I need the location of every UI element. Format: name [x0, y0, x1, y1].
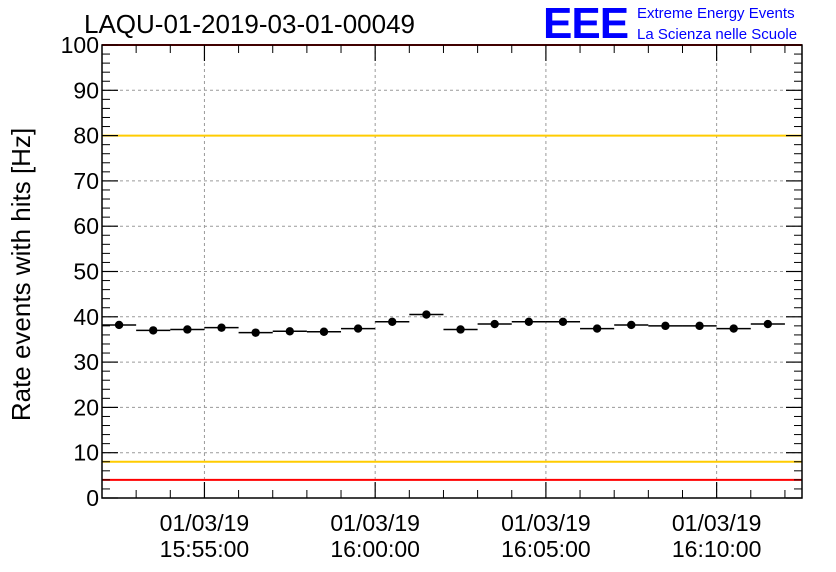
data-point: [149, 326, 158, 335]
y-tick-label: 10: [73, 440, 99, 466]
y-tick-label: 60: [73, 213, 99, 239]
x-tick-date: 01/03/19: [330, 510, 420, 536]
eee-logo-text: EEE: [543, 0, 628, 48]
data-point: [558, 317, 568, 326]
x-tick-time: 15:55:00: [160, 536, 250, 562]
y-tick-label: 70: [73, 168, 99, 194]
grid: [102, 45, 802, 498]
y-axis-label: Rate events with hits [Hz]: [6, 128, 36, 421]
eee-logo: EEE Extreme Energy Events La Scienza nel…: [543, 0, 797, 48]
y-tick-label: 100: [61, 32, 99, 58]
x-tick-time: 16:05:00: [501, 536, 591, 562]
data-point: [353, 324, 363, 333]
data-point: [319, 327, 329, 336]
y-tick-label: 80: [73, 123, 99, 149]
data-point: [422, 310, 431, 319]
data-point: [592, 324, 602, 333]
logo-line-1: Extreme Energy Events: [637, 5, 795, 22]
data-point: [524, 317, 534, 326]
data-point: [661, 321, 670, 331]
logo-line-2: La Scienza nelle Scuole: [637, 26, 797, 43]
y-tick-label: 90: [73, 77, 99, 103]
data-point: [183, 325, 192, 334]
data-point: [729, 324, 738, 333]
y-tick-label: 40: [73, 304, 99, 330]
data-point: [285, 327, 295, 336]
data-point: [627, 320, 636, 330]
x-axis: 01/03/1915:55:0001/03/1916:00:0001/03/19…: [101, 45, 786, 562]
data-point: [490, 319, 499, 329]
data-series: [102, 310, 785, 337]
reference-lines: [102, 44, 802, 481]
y-tick-label: 0: [86, 485, 99, 511]
y-tick-label: 50: [73, 259, 99, 285]
data-point: [763, 319, 773, 329]
x-tick-date: 01/03/19: [501, 510, 591, 536]
chart-title: LAQU-01-2019-03-01-00049: [84, 9, 415, 39]
data-point: [217, 323, 226, 332]
y-tick-label: 20: [73, 394, 99, 420]
data-point: [114, 320, 124, 330]
data-point: [388, 317, 397, 326]
data-point: [695, 321, 704, 331]
x-tick-date: 01/03/19: [672, 510, 762, 536]
y-axis: 0 10 20 30 40 50 60 70 80 90 100: [61, 32, 802, 511]
data-point: [456, 325, 465, 334]
x-tick-date: 01/03/19: [160, 510, 250, 536]
x-tick-time: 16:10:00: [672, 536, 762, 562]
y-tick-label: 30: [73, 349, 99, 375]
x-tick-time: 16:00:00: [330, 536, 420, 562]
data-point: [251, 328, 260, 337]
